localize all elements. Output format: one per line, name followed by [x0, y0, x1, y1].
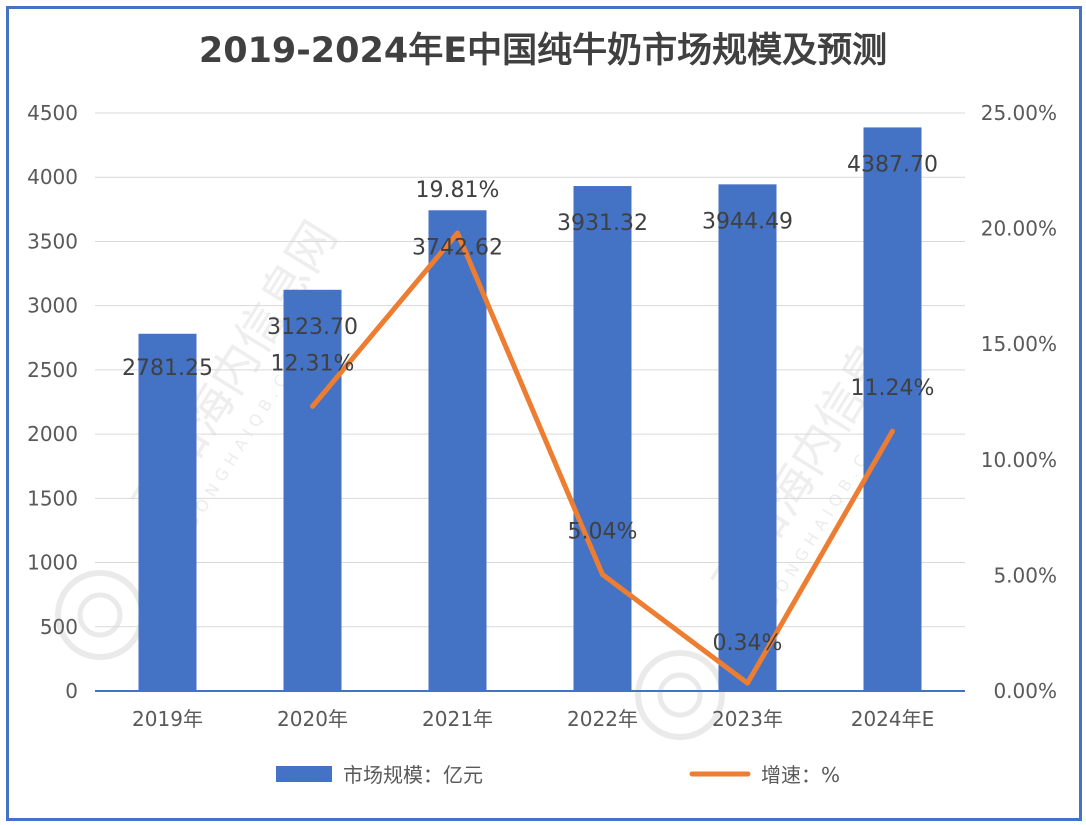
left-tick-label: 1500 [27, 486, 78, 510]
data-labels: 2781.25 3123.70 3742.62 3931.32 3944.49 4387.… [122, 152, 938, 656]
x-tick-label: 2024年E [851, 707, 935, 731]
line-series [310, 230, 895, 686]
x-tick-label: 2020年 [277, 707, 348, 731]
line-value-label: 5.04% [568, 519, 638, 544]
watermark-logo-inner-icon [657, 672, 703, 718]
watermark-logo-inner-icon [77, 592, 123, 638]
bar [138, 333, 197, 691]
right-axis: 0.00% 5.00% 10.00% 15.00% 20.00% 25.00% [981, 101, 1057, 703]
left-tick-label: 3500 [27, 229, 78, 253]
bar-value-label: 3742.62 [412, 235, 503, 260]
chart-border [6, 6, 1082, 821]
line-value-label: 12.31% [271, 351, 355, 376]
left-tick-label: 3000 [27, 294, 78, 318]
bar-value-label: 4387.70 [847, 152, 938, 177]
line-value-label: 11.24% [851, 376, 935, 401]
x-axis: 2019年 2020年 2021年 2022年 2023年 2024年E [95, 690, 965, 731]
right-tick-label: 0.00% [993, 679, 1057, 703]
left-tick-label: 0 [65, 679, 78, 703]
x-tick-label: 2023年 [712, 707, 783, 731]
bar-value-label: 3123.70 [267, 315, 358, 340]
legend[interactable]: 市场规模：亿元 增速：% [276, 763, 840, 787]
right-tick-label: 20.00% [981, 217, 1057, 241]
gridlines [95, 112, 965, 628]
left-tick-label: 1000 [27, 551, 78, 575]
left-tick-label: 2000 [27, 422, 78, 446]
x-tick-label: 2022年 [567, 707, 638, 731]
right-tick-label: 10.00% [981, 448, 1057, 472]
chart-title: 2019-2024年E中国纯牛奶市场规模及预测 [199, 31, 887, 71]
legend-line-label: 增速：% [761, 763, 840, 787]
bar [863, 127, 922, 691]
line-value-label: 19.81% [416, 178, 500, 203]
line-value-label: 0.34% [713, 631, 783, 656]
x-tick-label: 2021年 [422, 707, 493, 731]
bar [718, 184, 777, 691]
watermark-logo-icon [635, 650, 725, 740]
legend-item-bar[interactable]: 市场规模：亿元 [276, 763, 483, 787]
right-tick-label: 15.00% [981, 332, 1057, 356]
bar-series [138, 127, 922, 691]
bar-value-label: 2781.25 [122, 356, 213, 381]
left-axis: 0 500 1000 1500 2000 2500 3000 3500 4000 4500 [27, 101, 78, 703]
left-tick-label: 4500 [27, 101, 78, 125]
legend-bar-label: 市场规模：亿元 [343, 763, 483, 787]
bar-value-label: 3931.32 [557, 211, 648, 236]
right-tick-label: 25.00% [981, 101, 1057, 125]
left-tick-label: 500 [40, 615, 78, 639]
bar [428, 210, 487, 691]
legend-item-line[interactable]: 增速：% [689, 763, 840, 787]
bar [573, 186, 632, 691]
right-tick-label: 5.00% [993, 563, 1057, 587]
legend-bar-swatch [276, 766, 332, 782]
left-tick-label: 2500 [27, 358, 78, 382]
bar-value-label: 3944.49 [702, 209, 793, 234]
x-tick-label: 2019年 [132, 707, 203, 731]
left-tick-label: 4000 [27, 165, 78, 189]
bar [283, 289, 342, 691]
